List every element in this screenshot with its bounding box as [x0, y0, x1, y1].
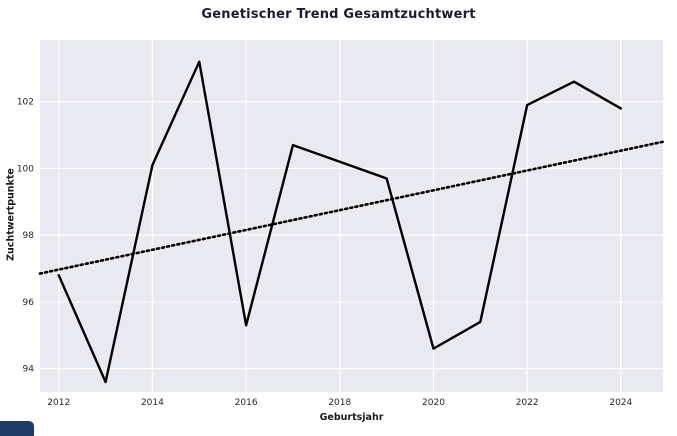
plot-area	[40, 40, 663, 392]
x-axis-label: Geburtsjahr	[319, 412, 384, 423]
xtick-label: 2018	[328, 398, 351, 408]
xtick-label: 2012	[47, 398, 70, 408]
series-gesamtzuchtwert	[57, 60, 623, 384]
xtick-label: 2020	[422, 398, 445, 408]
chart-title: Genetischer Trend Gesamtzuchtwert	[201, 7, 476, 22]
xtick-label: 2016	[235, 398, 258, 408]
xtick-label: 2014	[141, 398, 164, 408]
xtick-label: 2022	[516, 398, 539, 408]
xtick-label: 2024	[609, 398, 632, 408]
ytick-label: 96	[23, 298, 35, 308]
ytick-label: 100	[17, 164, 34, 174]
ytick-label: 98	[23, 231, 35, 241]
ytick-label: 94	[23, 365, 35, 375]
ytick-label: 102	[17, 98, 34, 108]
corner-badge	[0, 421, 34, 436]
series-trend	[38, 140, 665, 275]
